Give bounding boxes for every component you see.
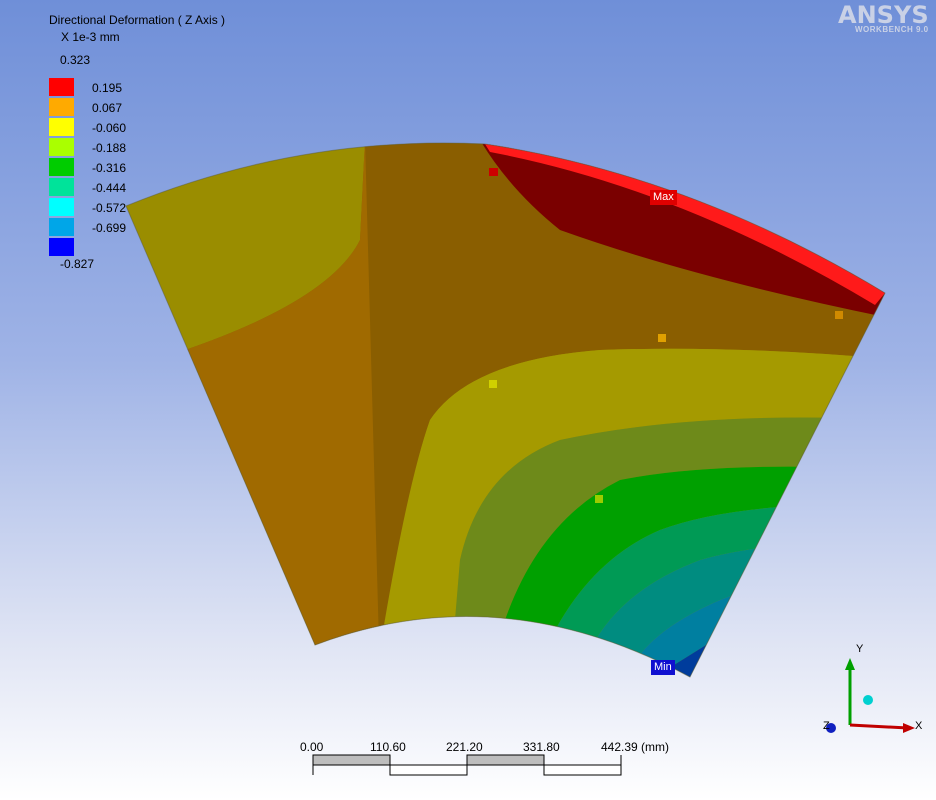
legend-value: 0.195 xyxy=(92,81,123,95)
legend-swatch xyxy=(49,98,74,116)
legend-swatch xyxy=(49,78,74,96)
result-title: Directional Deformation ( Z Axis ) xyxy=(49,13,226,27)
legend-max-value: 0.323 xyxy=(60,53,91,67)
triad-y-label: Y xyxy=(856,643,864,655)
max-probe-tag[interactable]: Max xyxy=(650,190,677,205)
legend-swatch xyxy=(49,158,74,176)
scale-tick-3: 331.80 xyxy=(523,740,560,754)
result-units: X 1e-3 mm xyxy=(61,30,120,44)
legend-value: -0.444 xyxy=(92,181,127,195)
min-probe-tag[interactable]: Min xyxy=(651,660,675,675)
legend-value: -0.060 xyxy=(92,121,127,135)
scale-tick-0: 0.00 xyxy=(300,740,324,754)
legend-value: -0.316 xyxy=(92,161,127,175)
scale-bar: 0.00 110.60 221.20 331.80 442.39 (mm) xyxy=(300,740,669,785)
legend-min-value: -0.827 xyxy=(60,257,95,271)
legend-value: -0.572 xyxy=(92,201,127,215)
legend-swatch xyxy=(49,218,74,236)
logo-product: WORKBENCH 9.0 xyxy=(854,25,929,34)
scale-tick-1: 110.60 xyxy=(370,740,406,754)
legend-swatch xyxy=(49,178,74,196)
contour-plot xyxy=(126,142,885,678)
triad-z-label: Z xyxy=(823,720,830,732)
logo-text: ANSYS xyxy=(838,1,929,29)
legend-value: -0.188 xyxy=(92,141,127,155)
axis-triad[interactable]: Y X Z xyxy=(820,640,930,745)
legend-swatch xyxy=(49,238,74,256)
triad-x-label: X xyxy=(915,720,923,732)
legend-swatch xyxy=(49,118,74,136)
legend-value: -0.699 xyxy=(92,221,127,235)
legend-swatch xyxy=(49,198,74,216)
legend-value: 0.067 xyxy=(92,101,123,115)
legend-swatch xyxy=(49,138,74,156)
ansys-logo: ANSYS WORKBENCH 9.0 xyxy=(838,2,929,34)
scale-tick-4: 442.39 (mm) xyxy=(601,740,670,754)
scale-tick-2: 221.20 xyxy=(446,740,483,754)
